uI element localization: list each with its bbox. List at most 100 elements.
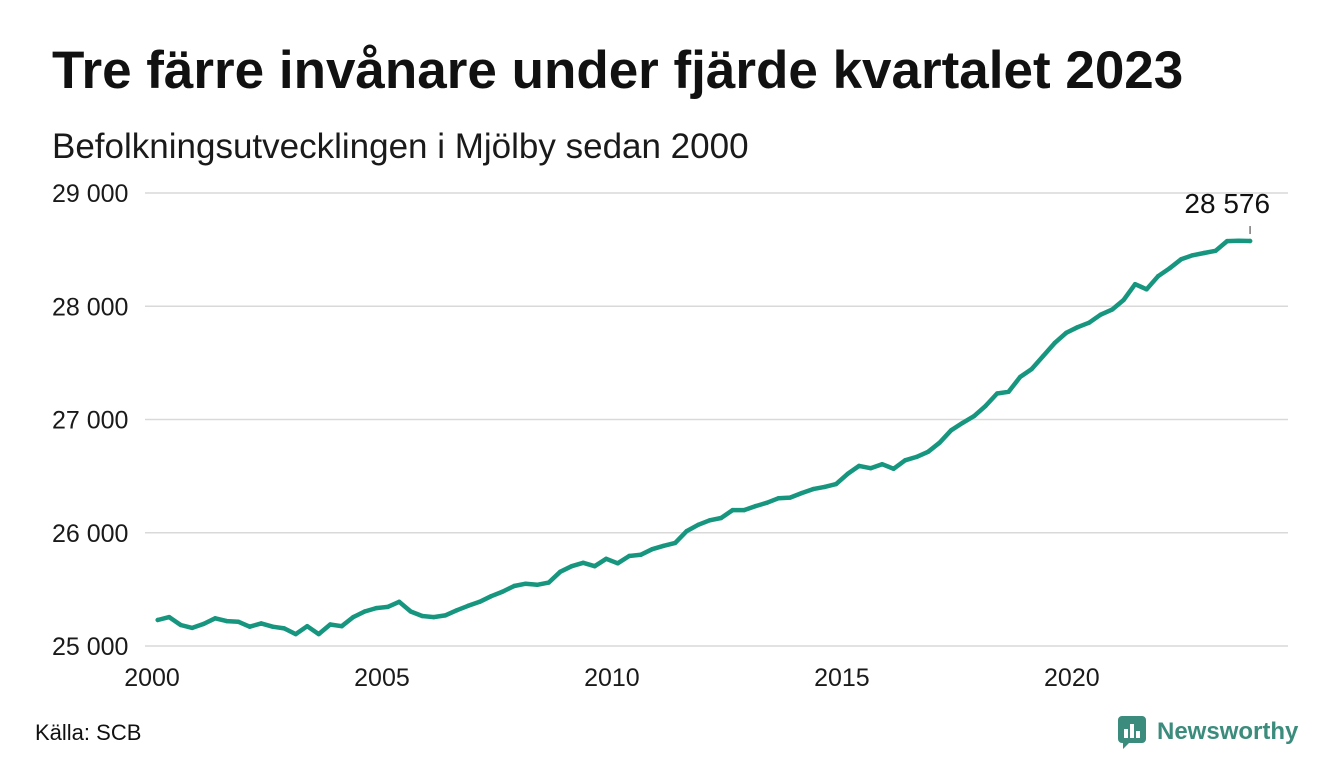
data-point — [833, 481, 839, 487]
newsworthy-logo-icon — [1118, 716, 1146, 749]
data-point — [627, 553, 632, 559]
data-point — [810, 486, 816, 492]
y-tick-label: 29 000 — [52, 180, 128, 208]
annotation-label: 28 576 — [1184, 188, 1270, 219]
data-point — [236, 619, 241, 624]
data-point — [1247, 238, 1253, 244]
data-point — [339, 624, 344, 629]
data-point — [201, 621, 206, 627]
data-point — [1167, 266, 1172, 271]
data-point — [822, 484, 827, 490]
data-point — [1224, 238, 1230, 244]
y-tick-label: 28 000 — [52, 293, 128, 321]
data-point — [741, 507, 747, 513]
data-point — [879, 462, 885, 467]
data-point — [856, 463, 862, 469]
data-point — [925, 449, 931, 454]
data-point — [592, 564, 597, 569]
data-point — [408, 609, 413, 614]
data-point — [1178, 257, 1184, 262]
data-point — [1063, 330, 1069, 336]
data-point — [247, 624, 252, 629]
x-tick-label: 2015 — [814, 664, 870, 692]
data-point — [1017, 374, 1023, 380]
data-point — [316, 631, 321, 637]
data-point — [213, 616, 218, 621]
data-point — [523, 581, 528, 586]
data-point — [431, 614, 436, 620]
chart-title: Tre färre invånare under fjärde kvartale… — [52, 41, 1184, 100]
source-note: Källa: SCB — [35, 720, 142, 745]
line-chart: 25 000 26 000 27 000 28 000 29 000 2000 2005 20… — [52, 180, 1288, 692]
data-point — [948, 428, 954, 433]
data-point — [1052, 340, 1057, 346]
data-point — [868, 466, 873, 471]
data-point — [1236, 238, 1241, 243]
data-point — [466, 603, 471, 608]
data-point — [569, 564, 574, 569]
data-point — [397, 599, 402, 604]
y-tick-label: 26 000 — [52, 520, 128, 548]
data-point — [224, 618, 229, 624]
data-point — [155, 617, 160, 623]
data-point — [673, 540, 678, 546]
y-tick-label: 25 000 — [52, 633, 128, 661]
data-point — [190, 625, 195, 631]
data-point — [1213, 248, 1218, 253]
data-point — [638, 552, 643, 557]
data-point — [454, 608, 459, 613]
data-point — [776, 496, 781, 501]
data-point — [1132, 282, 1138, 287]
data-point — [914, 454, 919, 460]
data-point — [477, 599, 482, 604]
data-point — [362, 609, 367, 614]
data-point — [902, 458, 908, 463]
data-point — [971, 413, 977, 419]
data-point — [420, 613, 425, 619]
data-point — [753, 503, 758, 509]
data-point — [1155, 274, 1161, 279]
data-point — [937, 440, 942, 445]
data-point — [787, 495, 793, 500]
data-point — [891, 466, 896, 471]
data-point — [558, 569, 563, 574]
data-point — [661, 543, 666, 548]
data-point — [1086, 320, 1092, 325]
data-point — [1201, 250, 1207, 256]
data-point — [1109, 307, 1115, 312]
data-point — [1121, 297, 1126, 303]
data-point — [1040, 353, 1046, 359]
data-point — [167, 614, 172, 620]
data-point — [994, 391, 1000, 396]
data-point — [305, 624, 310, 629]
data-point — [696, 522, 701, 527]
x-tick-label: 2005 — [354, 664, 410, 692]
data-point — [351, 614, 356, 620]
logo-text: Newsworthy — [1157, 718, 1299, 745]
chart-subtitle: Befolkningsutvecklingen i Mjölby sedan 2… — [52, 127, 749, 166]
data-point — [489, 594, 494, 599]
data-point — [1029, 366, 1034, 372]
x-tick-label: 2010 — [584, 664, 640, 692]
data-point — [282, 626, 287, 631]
newsworthy-logo: Newsworthy — [1118, 716, 1298, 750]
data-point — [960, 420, 965, 426]
data-point — [270, 624, 275, 629]
data-point — [764, 500, 770, 505]
data-point — [650, 547, 655, 552]
data-point — [512, 583, 517, 589]
data-point — [1190, 253, 1195, 258]
x-tick-label: 2020 — [1044, 664, 1100, 692]
data-point — [799, 490, 804, 496]
data-point — [178, 622, 183, 628]
data-point — [1006, 389, 1011, 394]
data-point — [259, 621, 264, 626]
plot-area: 25 000 26 000 27 000 28 000 29 000 2000 2005 20… — [52, 180, 1288, 692]
data-point — [718, 515, 724, 521]
data-point — [293, 631, 298, 637]
data-point — [983, 403, 988, 409]
data-point — [328, 622, 333, 627]
data-point — [500, 589, 505, 594]
x-tick-label: 2000 — [124, 664, 180, 692]
data-point — [604, 556, 609, 561]
